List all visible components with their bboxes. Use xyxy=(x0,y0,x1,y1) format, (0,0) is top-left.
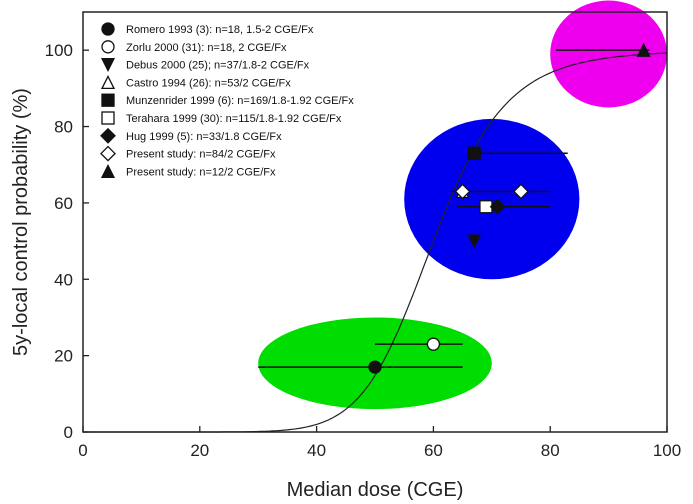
legend-marker-1 xyxy=(101,40,115,54)
fit-curve-group xyxy=(83,52,668,433)
legend: Romero 1993 (3): n=18, 1.5-2 CGE/Fx Zorlu… xyxy=(100,22,354,179)
fit-curve xyxy=(83,52,668,433)
data-point-2-0 xyxy=(467,234,482,249)
data-point-8-0 xyxy=(636,42,651,57)
highlight-region-1 xyxy=(404,118,580,280)
legend-label-7: Present study: n=84/2 CGE/Fx xyxy=(126,149,276,161)
x-tick-label-5: 100 xyxy=(653,441,681,460)
y-tick-label-1: 20 xyxy=(54,347,73,366)
data-point-7-0 xyxy=(454,183,471,200)
legend-marker-4 xyxy=(101,93,115,107)
legend-marker-8 xyxy=(100,163,116,179)
legend-label-6: Hug 1999 (5): n=33/1.8 CGE/Fx xyxy=(126,131,282,143)
x-tick-label-3: 60 xyxy=(424,441,443,460)
x-tick-label-2: 40 xyxy=(307,441,326,460)
data-point-6-0 xyxy=(489,198,506,215)
x-axis-title: Median dose (CGE) xyxy=(287,479,464,501)
legend-marker-0 xyxy=(101,22,115,36)
y-tick-label-0: 0 xyxy=(64,423,73,442)
highlight-region-2 xyxy=(550,0,667,108)
legend-label-8: Present study: n=12/2 CGE/Fx xyxy=(126,166,276,178)
x-tick-label-0: 0 xyxy=(78,441,87,460)
legend-label-4: Munzenrider 1999 (6): n=169/1.8-1.92 CGE… xyxy=(126,95,354,107)
legend-label-2: Debus 2000 (25); n=37/1.8-2 CGE/Fx xyxy=(126,60,310,72)
legend-label-0: Romero 1993 (3): n=18, 1.5-2 CGE/Fx xyxy=(126,24,314,36)
y-tick-label-3: 60 xyxy=(54,194,73,213)
highlight-regions xyxy=(258,0,667,410)
legend-marker-5 xyxy=(101,111,115,125)
data-point-0-0 xyxy=(368,360,382,374)
y-tick-label-5: 100 xyxy=(45,41,73,60)
data-markers xyxy=(368,42,651,374)
x-tick-label-4: 80 xyxy=(541,441,560,460)
legend-marker-7 xyxy=(100,145,116,162)
legend-marker-6 xyxy=(100,127,116,144)
data-point-1-0 xyxy=(426,337,441,351)
legend-label-1: Zorlu 2000 (31): n=18, 2 CGE/Fx xyxy=(126,42,287,54)
y-tick-label-4: 80 xyxy=(54,118,73,137)
data-point-4-0 xyxy=(467,146,481,160)
y-tick-label-2: 40 xyxy=(54,270,73,289)
legend-marker-2 xyxy=(100,57,116,73)
y-axis-title: 5y-local control probability (%) xyxy=(10,88,32,356)
x-tick-label-1: 20 xyxy=(190,441,209,460)
legend-label-5: Terahara 1999 (30): n=115/1.8-1.92 CGE/F… xyxy=(126,113,342,125)
axes: 0 20 40 60 80 100 0 20 40 60 80 100 xyxy=(45,11,681,460)
legend-marker-3 xyxy=(100,74,116,90)
data-point-7-1 xyxy=(513,183,529,200)
legend-label-3: Castro 1994 (26): n=53/2 CGE/Fx xyxy=(126,77,291,89)
plot-frame xyxy=(82,11,668,433)
